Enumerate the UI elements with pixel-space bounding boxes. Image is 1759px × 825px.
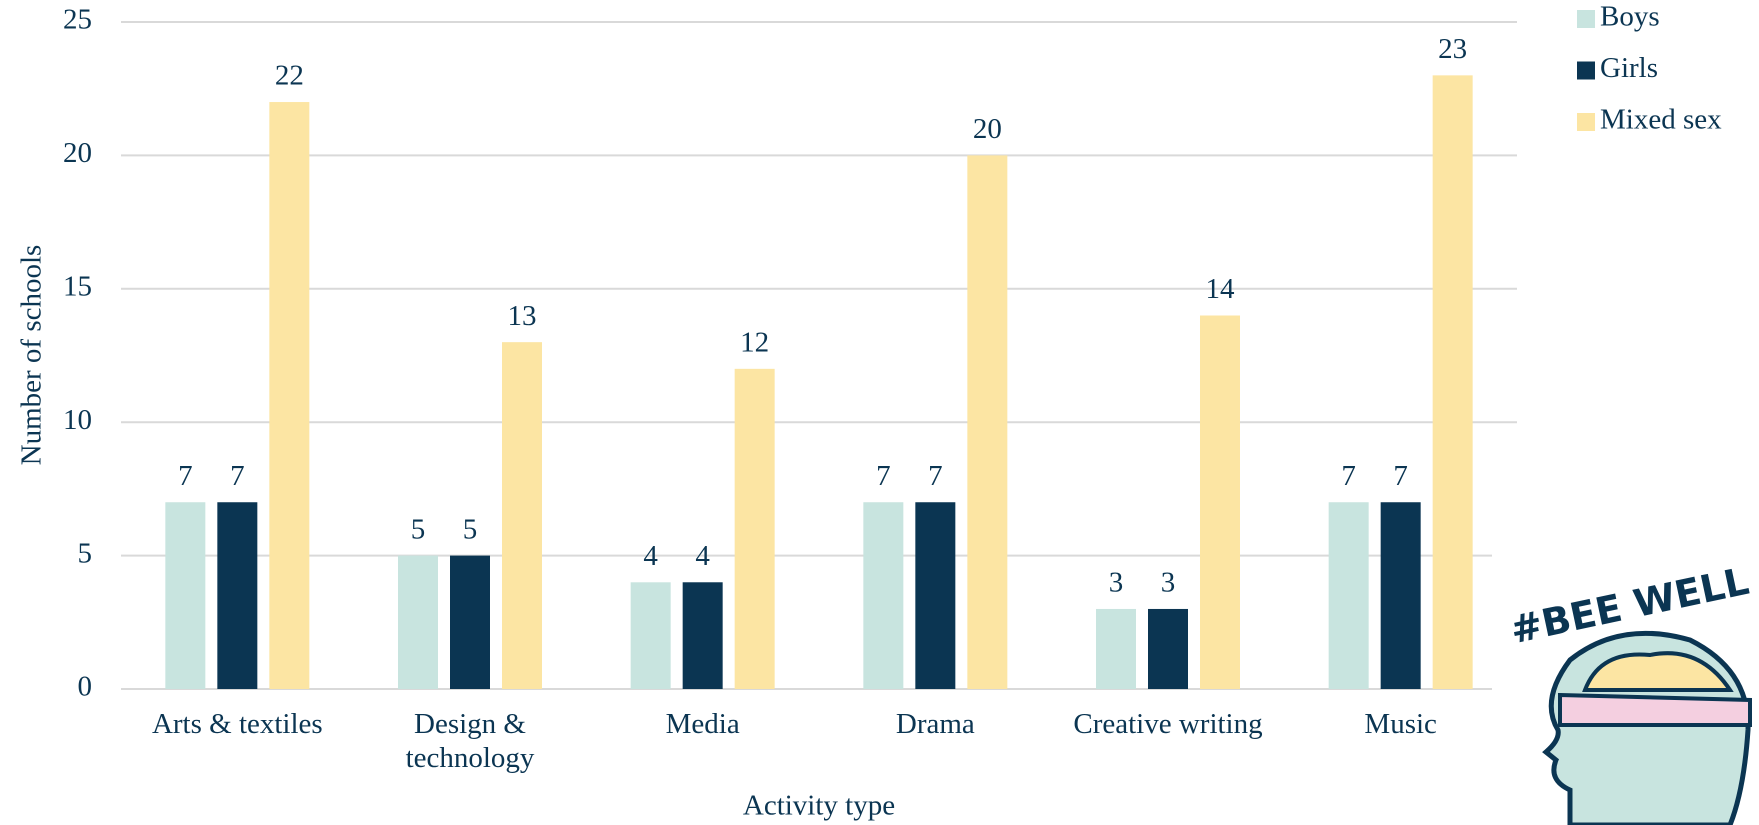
bar — [1148, 608, 1188, 689]
data-label: 7 — [1341, 460, 1356, 492]
legend-label: Boys — [1600, 1, 1660, 33]
logo-band — [1558, 692, 1752, 727]
data-label: 3 — [1109, 567, 1124, 599]
x-tick-label: Drama — [895, 708, 975, 740]
data-label: 3 — [1161, 567, 1176, 599]
data-label: 14 — [1206, 273, 1236, 305]
y-tick-label: 10 — [63, 404, 92, 436]
legend-swatch — [1577, 113, 1595, 131]
x-tick-label: Music — [1364, 708, 1437, 740]
bar — [217, 502, 258, 689]
y-tick-label: 15 — [63, 270, 92, 302]
bar — [1380, 502, 1421, 689]
y-axis-label: Number of schools — [16, 245, 48, 466]
data-label: 5 — [411, 513, 426, 545]
data-label: 13 — [508, 300, 537, 332]
bar — [1200, 315, 1240, 689]
bar — [450, 555, 490, 689]
y-tick-label: 20 — [63, 137, 92, 169]
bar — [398, 555, 438, 689]
bar — [502, 342, 542, 689]
data-label: 7 — [230, 460, 245, 492]
bar — [269, 102, 310, 690]
data-label: 7 — [928, 460, 943, 492]
legend-label: Mixed sex — [1600, 104, 1722, 136]
bar — [915, 502, 956, 689]
bar — [1096, 608, 1136, 689]
legend-label: Girls — [1600, 52, 1658, 84]
data-label: 22 — [275, 60, 304, 92]
x-tick-label: Creative writing — [1073, 708, 1263, 740]
data-label: 12 — [740, 326, 769, 358]
x-axis-label: Activity type — [743, 790, 895, 822]
data-label: 4 — [643, 540, 658, 572]
data-label: 23 — [1438, 33, 1467, 65]
bar — [967, 155, 1008, 689]
bar — [1432, 75, 1473, 690]
y-tick-label: 5 — [78, 537, 93, 569]
bar — [863, 502, 904, 689]
y-tick-label: 25 — [63, 4, 92, 36]
bar — [165, 502, 206, 689]
logo-brain — [1582, 651, 1734, 692]
data-label: 7 — [1393, 460, 1408, 492]
x-tick-label: Design & technology — [405, 708, 535, 774]
data-label: 5 — [463, 513, 478, 545]
data-label: 4 — [695, 540, 710, 572]
legend-swatch — [1577, 10, 1595, 28]
legend-swatch — [1577, 61, 1595, 80]
data-label: 7 — [178, 460, 193, 492]
bar — [734, 368, 775, 689]
x-tick-label: Arts & textiles — [151, 708, 323, 740]
bar — [682, 582, 723, 689]
data-label: 20 — [973, 113, 1002, 145]
data-label: 7 — [876, 460, 891, 492]
bar — [1328, 502, 1369, 689]
bar — [630, 582, 671, 689]
x-tick-label: Media — [665, 708, 740, 740]
y-tick-label: 0 — [78, 671, 93, 703]
logo: #BEE WELL — [1492, 494, 1759, 825]
